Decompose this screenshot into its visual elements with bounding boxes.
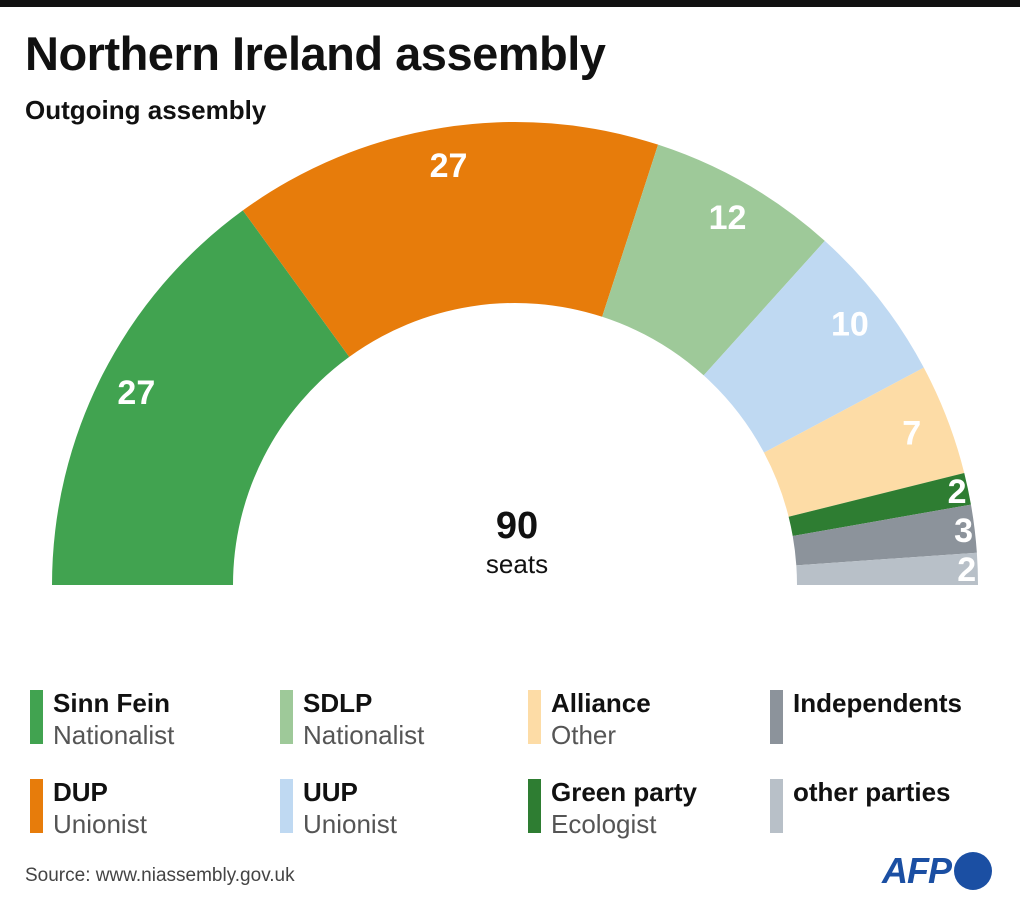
legend-swatch [528, 779, 541, 833]
legend-name: Green party [551, 777, 697, 807]
legend-name: other parties [793, 777, 951, 807]
top-rule [0, 0, 1020, 7]
legend-item: other parties [770, 777, 1010, 837]
legend-group: Unionist [53, 809, 147, 839]
legend-item: SDLP Nationalist [280, 688, 520, 750]
legend-name: SDLP [303, 688, 373, 718]
legend-item: DUP Unionist [30, 777, 270, 839]
data-label: 2 [948, 473, 967, 511]
legend-group: Ecologist [551, 809, 657, 839]
data-label: 27 [117, 374, 155, 412]
data-label: 27 [430, 147, 468, 185]
legend-group: Unionist [303, 809, 397, 839]
source-note: Source: www.niassembly.gov.uk [25, 865, 295, 886]
data-label: 7 [902, 415, 921, 453]
legend-swatch [30, 690, 43, 744]
legend-swatch [528, 690, 541, 744]
data-label: 3 [954, 512, 973, 550]
legend-name: Independents [793, 688, 963, 718]
slice-sdlp [602, 144, 825, 376]
legend-swatch [30, 779, 43, 833]
slice-independents [792, 504, 977, 566]
legend-swatch [280, 779, 293, 833]
afp-logo-dot [954, 852, 992, 890]
total-seats-label: seats [486, 549, 548, 579]
legend-name: DUP [53, 777, 108, 807]
afp-logo-text: AFP [882, 850, 952, 891]
legend-swatch [280, 690, 293, 744]
legend-group: Nationalist [53, 720, 175, 750]
legend-swatch [770, 779, 783, 833]
legend-name: UUP [303, 777, 358, 807]
slice-other-parties [796, 552, 978, 585]
data-label: 10 [831, 305, 869, 343]
legend-group: Nationalist [303, 720, 425, 750]
afp-logo: AFP [882, 850, 992, 892]
total-seats-value: 90 [496, 505, 538, 547]
legend-group: Other [551, 720, 617, 750]
data-label: 2 [957, 551, 976, 589]
legend-item: Green party Ecologist [528, 777, 768, 839]
data-label: 12 [709, 199, 747, 237]
slice-green-party [788, 472, 971, 537]
slice-sinn-fein [52, 210, 350, 586]
legend-item: Sinn Fein Nationalist [30, 688, 270, 750]
legend-item: UUP Unionist [280, 777, 520, 839]
legend-item: Independents [770, 688, 1010, 748]
chart-subtitle: Outgoing assembly [25, 95, 267, 125]
slice-alliance [763, 367, 965, 517]
chart-title: Northern Ireland assembly [25, 27, 606, 80]
legend-swatch [770, 690, 783, 744]
legend-item: Alliance Other [528, 688, 768, 750]
legend-name: Alliance [551, 688, 651, 718]
legend-name: Sinn Fein [53, 688, 170, 718]
slice-uup [703, 240, 924, 453]
slice-dup [242, 121, 659, 357]
